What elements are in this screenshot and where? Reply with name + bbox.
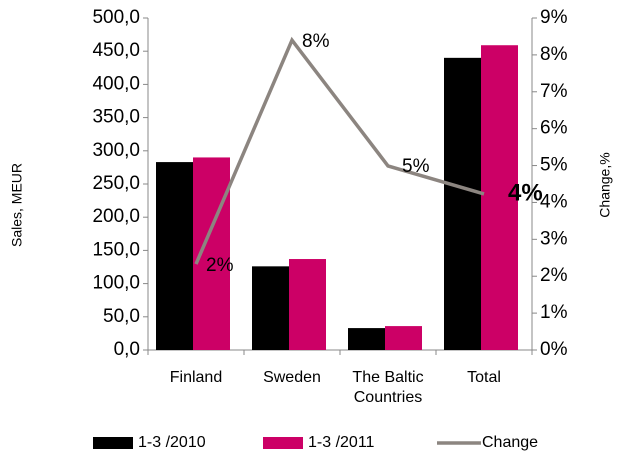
bar xyxy=(481,45,518,350)
y-tick-label: 400,0 xyxy=(92,73,140,94)
data-label: 8% xyxy=(302,31,330,52)
y2-tick-label: 6% xyxy=(540,118,568,139)
bar xyxy=(444,57,481,351)
y-tick-label: 250,0 xyxy=(92,173,140,194)
y-tick-label: 450,0 xyxy=(92,40,140,61)
y2-tick-label: 4% xyxy=(540,191,568,212)
y2-tick-label: 3% xyxy=(540,228,568,249)
y2-tick-label: 9% xyxy=(540,7,568,28)
y2-tick-label: 8% xyxy=(540,44,568,65)
y2-tick-label: 7% xyxy=(540,81,568,102)
y-tick-label: 50,0 xyxy=(103,306,140,327)
bar xyxy=(156,162,193,350)
legend-swatch xyxy=(93,437,133,449)
bar xyxy=(252,266,289,350)
legend-label: Change xyxy=(482,434,538,451)
y2-axis-title: Change,% xyxy=(597,152,613,217)
x-tick-label: Finland xyxy=(169,369,223,386)
bar xyxy=(289,259,326,350)
y-tick-label: 300,0 xyxy=(92,140,140,161)
legend-swatch xyxy=(263,437,303,449)
y-tick-label: 200,0 xyxy=(92,206,140,227)
change-line xyxy=(194,36,485,265)
legend-label: 1-3 /2010 xyxy=(138,434,206,451)
y-tick-label: 500,0 xyxy=(92,7,140,28)
data-label: 5% xyxy=(402,156,430,177)
x-tick-label: Sweden xyxy=(263,369,321,386)
bar xyxy=(385,326,422,350)
y-tick-label: 150,0 xyxy=(92,239,140,260)
bar xyxy=(348,328,385,350)
y2-tick-label: 5% xyxy=(540,155,568,176)
y-axis-title: Sales, MEUR xyxy=(9,163,25,247)
data-label: 2% xyxy=(206,255,234,276)
y-tick-label: 0,0 xyxy=(114,339,140,360)
y-tick-label: 100,0 xyxy=(92,273,140,294)
data-label: 4% xyxy=(508,179,543,206)
legend-label: 1-3 /2011 xyxy=(308,434,375,451)
x-tick-label: Total xyxy=(467,369,501,386)
y-tick-label: 350,0 xyxy=(92,107,140,128)
y2-tick-label: 0% xyxy=(540,339,568,360)
y2-tick-label: 2% xyxy=(540,265,568,286)
y2-tick-label: 1% xyxy=(540,302,568,323)
x-tick-label: The Baltic Countries xyxy=(352,369,424,406)
